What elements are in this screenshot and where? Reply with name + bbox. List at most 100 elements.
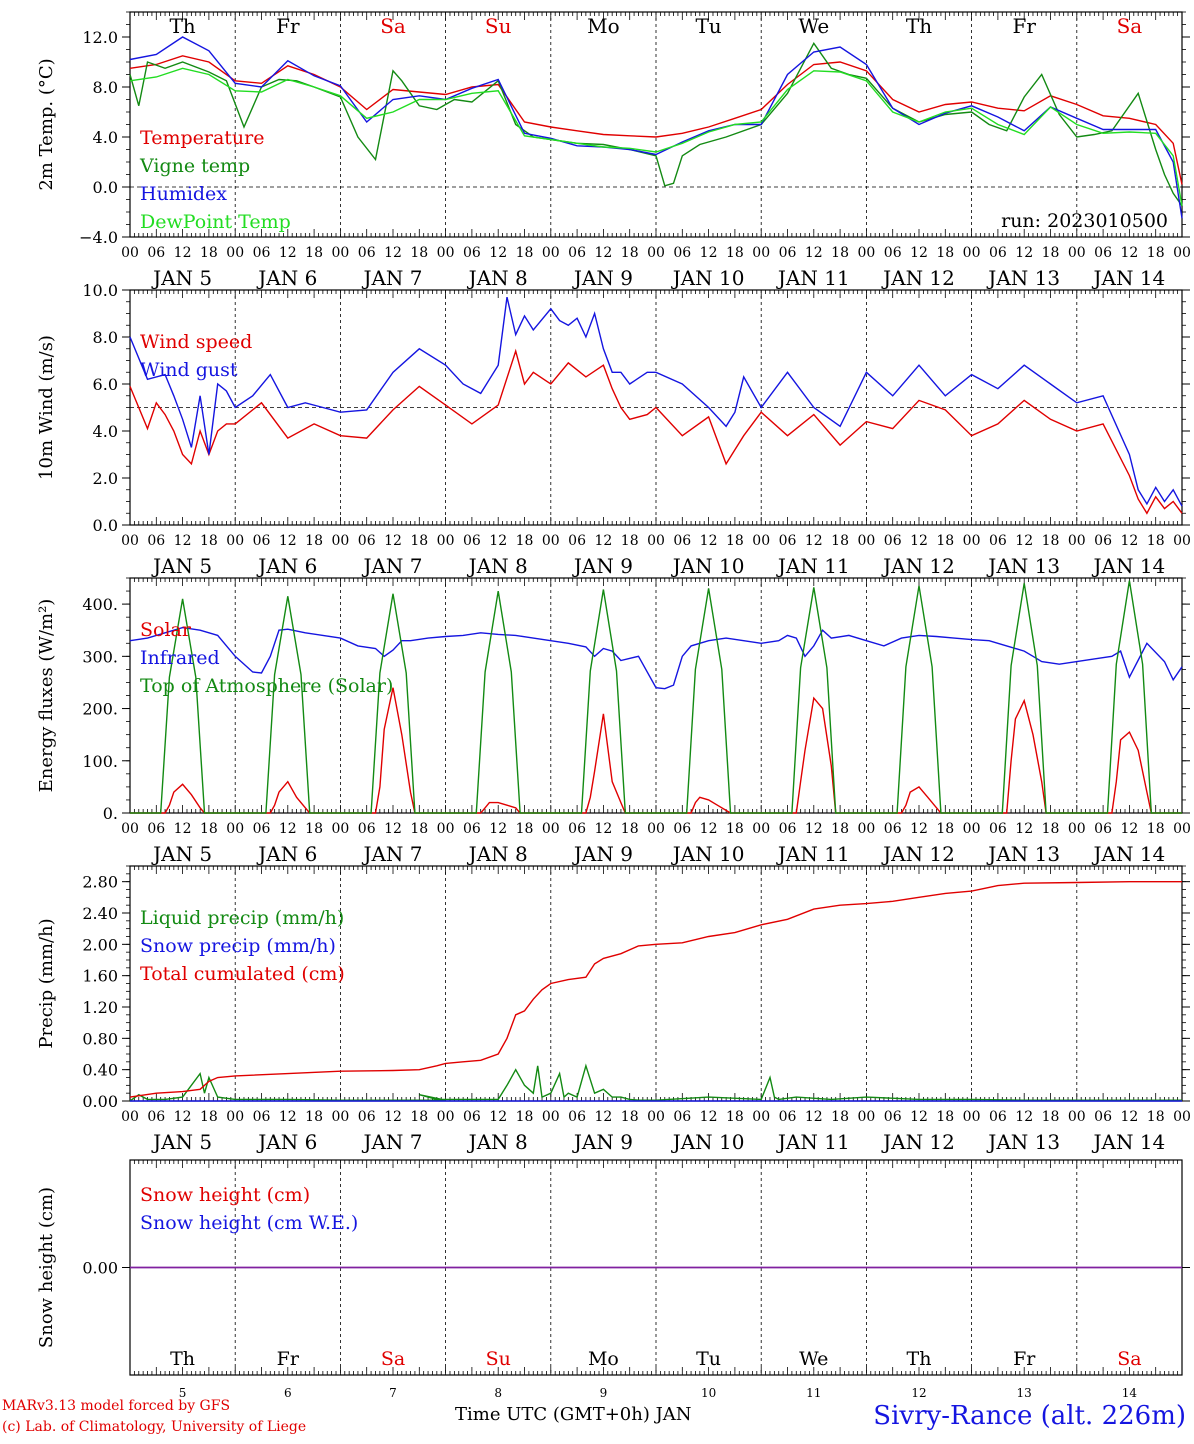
- legend-entry: Wind speed: [140, 331, 252, 353]
- hour-tick-label: 12: [489, 533, 507, 549]
- date-label: JAN 5: [151, 842, 212, 866]
- hour-tick-label: 12: [279, 533, 297, 549]
- hour-tick-label: 00: [963, 821, 981, 837]
- hour-tick-label: 18: [516, 533, 534, 549]
- hour-tick-label: 18: [410, 533, 428, 549]
- hour-tick-label: 06: [1094, 1109, 1112, 1125]
- legend-entry: Infrared: [140, 647, 220, 669]
- weekday-label: Mo: [587, 14, 620, 38]
- hour-tick-label: 18: [831, 821, 849, 837]
- hour-tick-label: 06: [358, 533, 376, 549]
- hour-tick-label: 00: [226, 245, 244, 261]
- hour-tick-label: 12: [174, 245, 192, 261]
- hour-tick-label: 12: [594, 821, 612, 837]
- legend-entry: Vigne temp: [139, 155, 250, 177]
- date-label: JAN 12: [881, 1130, 955, 1154]
- hour-tick-label: 00: [1068, 245, 1086, 261]
- hour-tick-label: 00: [752, 533, 770, 549]
- hour-tick-label: 12: [910, 821, 928, 837]
- hour-tick-label: 18: [831, 1109, 849, 1125]
- date-label: JAN 10: [671, 1130, 745, 1154]
- date-label: JAN 14: [1092, 1130, 1166, 1154]
- hour-tick-label: 12: [594, 1109, 612, 1125]
- date-label: 5: [179, 1386, 187, 1400]
- hour-tick-label: 12: [384, 533, 402, 549]
- hour-tick-label: 12: [805, 1109, 823, 1125]
- y-axis-label: Precip (mm/h): [36, 918, 57, 1048]
- hour-tick-label: 00: [857, 533, 875, 549]
- hour-tick-label: 12: [1120, 245, 1138, 261]
- y-tick-label: 10.0: [82, 281, 118, 300]
- y-tick-label: 4.0: [93, 128, 118, 147]
- y-tick-label: 0.00: [82, 1259, 118, 1278]
- hour-tick-label: 18: [200, 821, 218, 837]
- hour-tick-label: 00: [542, 533, 560, 549]
- hour-tick-label: 00: [121, 1109, 139, 1125]
- hour-tick-label: 06: [884, 245, 902, 261]
- hour-tick-label: 00: [857, 245, 875, 261]
- hour-tick-label: 12: [279, 245, 297, 261]
- weekday-label: Fr: [1012, 14, 1036, 38]
- date-label: 9: [600, 1386, 608, 1400]
- hour-tick-label: 12: [805, 533, 823, 549]
- date-label: JAN 9: [572, 266, 633, 290]
- y-tick-label: −4.0: [79, 228, 118, 247]
- hour-tick-label: 18: [1042, 533, 1060, 549]
- date-label: JAN 13: [986, 842, 1060, 866]
- date-label: JAN 7: [361, 1130, 422, 1154]
- y-axis-label: 10m Wind (m/s): [36, 335, 57, 480]
- hour-tick-label: 06: [779, 821, 797, 837]
- hour-tick-label: 18: [410, 245, 428, 261]
- panel-snow: 0.00 Snow height (cm) Snow height (cm) Snow…: [36, 1159, 1190, 1400]
- y-tick-label: 4.0: [93, 422, 118, 441]
- y-tick-label: 8.0: [93, 78, 118, 97]
- hour-tick-label: 18: [726, 245, 744, 261]
- hour-tick-label: 06: [779, 1109, 797, 1125]
- y-tick-label: 8.0: [93, 328, 118, 347]
- hour-tick-label: 06: [673, 821, 691, 837]
- hour-tick-label: 12: [594, 533, 612, 549]
- hour-tick-label: 18: [726, 821, 744, 837]
- panel-flux: 400. 300. 200. 100. 0. Energy fluxes (W/m²) So…: [36, 577, 1191, 866]
- legend-entry: Humidex: [140, 183, 227, 205]
- legend-entry: Total cumulated (cm): [140, 963, 345, 985]
- weekday-label: Tu: [695, 14, 721, 38]
- hour-tick-label: 00: [1173, 245, 1191, 261]
- hour-tick-label: 06: [989, 821, 1007, 837]
- legend-entry: Solar: [140, 619, 192, 641]
- y-tick-label: 0.: [103, 804, 118, 823]
- panel-precip: 2.80 2.40 2.00 1.60 1.20 0.80 0.40 0.00 Precip (…: [36, 865, 1191, 1154]
- hour-tick-label: 06: [1094, 245, 1112, 261]
- date-label: JAN 13: [986, 266, 1060, 290]
- weekday-label: Mo: [588, 1348, 619, 1370]
- series-line-top-of-atmosphere-solar-: [130, 580, 1182, 814]
- hour-tick-label: 18: [1042, 821, 1060, 837]
- weekday-label: Th: [906, 14, 932, 38]
- hour-tick-label: 18: [621, 1109, 639, 1125]
- hour-tick-label: 18: [200, 245, 218, 261]
- hour-tick-label: 00: [1068, 821, 1086, 837]
- date-label: JAN 11: [776, 554, 850, 578]
- hour-tick-label: 18: [200, 533, 218, 549]
- panel-wind: 10.0 8.0 6.0 4.0 2.0 0.0 10m Wind (m/s) Wind sp…: [36, 281, 1191, 578]
- date-label: JAN 11: [776, 842, 850, 866]
- footer-model-credit: MARv3.13 model forced by GFS: [2, 1398, 231, 1414]
- hour-tick-label: 00: [542, 821, 560, 837]
- hour-tick-label: 00: [226, 533, 244, 549]
- date-label: JAN 6: [256, 1130, 317, 1154]
- hour-tick-label: 18: [1147, 821, 1165, 837]
- hour-tick-label: 18: [305, 821, 323, 837]
- y-tick-label: 12.0: [82, 28, 118, 47]
- hour-tick-label: 12: [910, 1109, 928, 1125]
- date-label: JAN 8: [467, 842, 528, 866]
- hour-tick-label: 06: [463, 245, 481, 261]
- hour-tick-label: 00: [1173, 1109, 1191, 1125]
- hour-tick-label: 06: [253, 1109, 271, 1125]
- hour-tick-label: 00: [963, 533, 981, 549]
- legend-entry: Snow height (cm W.E.): [140, 1212, 358, 1234]
- date-label: JAN 6: [256, 554, 317, 578]
- hour-tick-label: 00: [752, 1109, 770, 1125]
- weekday-label: Fr: [1013, 1348, 1036, 1370]
